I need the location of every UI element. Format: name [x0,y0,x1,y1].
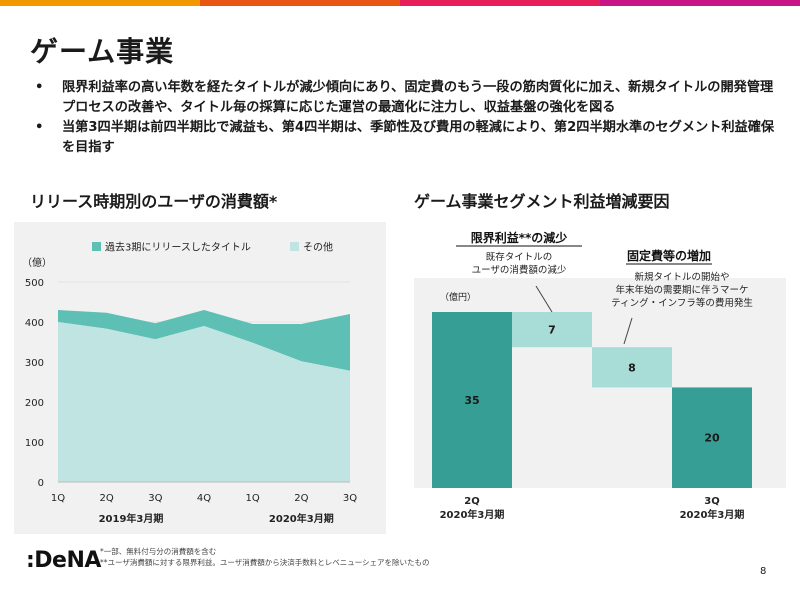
waterfall-chart: （億円）352Q2020年3月期78203Q2020年3月期限界利益**の減少既… [414,230,786,521]
annotation-text: 新規タイトルの開始や [634,271,729,283]
footnotes: *一部、無料付与分の消費額を含む **ユーザ消費額に対する限界利益。ユーザ消費額… [100,546,430,568]
annotation-text: 年末年始の需要期に伴うマーケ [615,284,748,296]
bullet-text-1: 限界利益率の高い年数を経たタイトルが減少傾向にあり、固定費のもう一段の筋肉質化に… [62,80,774,115]
x-tick-label: 1Q [246,493,260,504]
y-tick-label: 100 [25,438,44,449]
annotation-heading: 固定費等の増加 [627,248,711,263]
page-number: 8 [760,566,767,577]
accent-seg-2 [200,0,400,6]
waterfall-decrease-bar [512,312,592,348]
area-series-other [58,322,350,482]
x-tick-label: 4Q [197,493,211,504]
accent-seg-3 [400,0,600,6]
x-tick-label: 3Q [704,496,719,507]
x-tick-sublabel: 2020年3月期 [440,508,505,521]
y-tick-label: 500 [25,278,44,289]
annotation-leader-line [623,317,633,345]
legend-label: 過去3期にリリースしたタイトル [105,242,251,254]
bullet-item-1: • 限界利益率の高い年数を経たタイトルが減少傾向にあり、固定費のもう一段の筋肉質… [30,78,780,118]
bar-value-label: 7 [548,324,556,337]
area-chart-title: リリース時期別のユーザの消費額* [30,192,278,211]
annotation-text: ユーザの消費額の減少 [472,264,567,276]
area-series-recent-titles [58,310,350,371]
waterfall-total-bar [672,387,752,488]
accent-seg-4 [600,0,800,6]
y-axis-label: （億円） [440,291,476,303]
x-tick-label: 3Q [148,493,162,504]
x-group-label: 2019年3月期 [99,512,164,525]
waterfall-chart-title: ゲーム事業セグメント利益増減要因 [414,192,670,211]
x-group-label: 2020年3月期 [269,512,334,525]
x-tick-label: 3Q [343,493,357,504]
annotation-leader-line [535,285,553,313]
area-chart-panel: 過去3期にリリースしたタイトル その他 （億） 0 100 200 300 400 500 1Q 2… [14,222,386,534]
bar-value-label: 8 [628,361,636,374]
x-tick-label: 2Q [100,493,114,504]
page-title: ゲーム事業 [30,35,175,68]
annotation-text: 既存タイトルの [486,251,553,263]
y-tick-label: 300 [25,358,44,369]
footnote-1: *一部、無料付与分の消費額を含む [100,547,217,556]
y-tick-label: 400 [25,318,44,329]
bullet-item-2: • 当第3四半期は前四半期比で減益も、第4四半期は、季節性及び費用の軽減により、… [30,118,780,158]
x-tick-label: 1Q [51,493,65,504]
bullet-marker: • [35,80,44,95]
accent-seg-1 [0,0,200,6]
y-axis-label: （億） [22,256,52,269]
bar-value-label: 20 [704,432,720,445]
waterfall-total-bar [432,312,512,488]
area-chart: 過去3期にリリースしたタイトル その他 （億） 0 100 200 300 400 500 1Q 2… [14,222,386,534]
legend-swatch [92,242,101,251]
bullet-text-2: 当第3四半期は前四半期比で減益も、第4四半期は、季節性及び費用の軽減により、第2… [62,120,775,155]
footnote-2: **ユーザ消費額に対する限界利益。ユーザ消費額から決済手数料とレベニューシェアを… [100,558,430,567]
bullet-marker: • [35,120,44,135]
dena-logo: :DeNA [26,548,101,573]
annotation-heading: 限界利益**の減少 [471,230,568,245]
y-tick-label: 0 [38,478,44,489]
x-tick-label: 2Q [294,493,308,504]
legend-label: その他 [303,241,333,254]
x-tick-sublabel: 2020年3月期 [680,508,745,521]
waterfall-decrease-bar [592,347,672,388]
waterfall-chart-panel: （億円） 35 2Q 2020年3月期 7 8 20 3Q 2020年3月期 限界利益**の減少既… [414,222,786,534]
legend-swatch [290,242,299,251]
y-tick-label: 200 [25,398,44,409]
bullet-list: • 限界利益率の高い年数を経たタイトルが減少傾向にあり、固定費のもう一段の筋肉質… [30,78,780,158]
x-tick-label: 2Q [464,496,479,507]
annotation-text: ティング・インフラ等の費用発生 [611,297,753,309]
bar-value-label: 35 [464,394,479,407]
top-accent-bar [0,0,800,6]
